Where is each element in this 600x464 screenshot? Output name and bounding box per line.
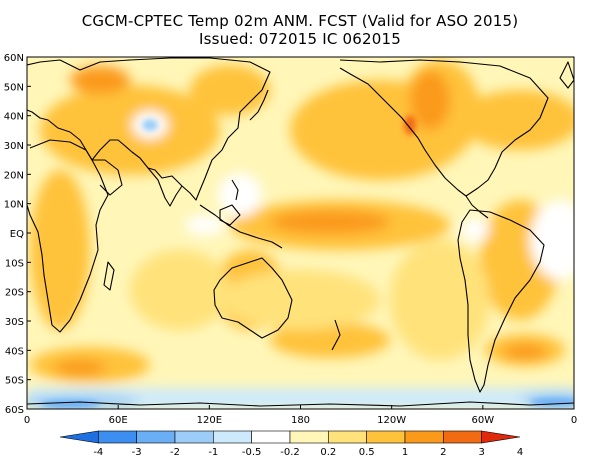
issued-subtitle: Issued: 072015 IC 062015 [199,30,401,48]
africa-outline [27,139,109,333]
lat-label: EQ [10,229,24,240]
colorbar-label: 3 [478,447,484,458]
coastlines [27,57,574,407]
colorbar-label: -0.5 [242,447,262,458]
colorbar-label: -2 [170,447,180,458]
colorbar-label: -4 [93,447,103,458]
longitude-axis: 0 60E 120E 180 120W 60W 0 [24,405,577,426]
colorbar-segment [404,430,444,444]
colorbar-segment [251,430,291,444]
colorbar-segment [136,430,176,444]
colorbar: -4 -3 -2 -1 -0.5 -0.2 0.2 0.5 1 2 3 4 [59,430,523,458]
lon-label: 60W [472,415,495,426]
map-title: CGCM-CPTEC Temp 02m ANM. FCST (Valid for… [81,12,519,30]
india-outline [147,167,183,207]
new-zealand-outline [331,319,341,351]
colorbar-arrow-right [481,430,521,444]
colorbar-segment [174,430,214,444]
colorbar-arrow-left [59,430,99,444]
lat-label: 10N [4,200,24,211]
north-america-outline [339,59,549,197]
borneo-outline [219,204,241,226]
lat-label: 60S [5,405,24,416]
lat-label: 50S [5,376,24,387]
colorbar-segment [366,430,406,444]
lon-label: 120E [197,415,222,426]
lat-label: 30N [4,141,24,152]
madagascar-outline [103,261,115,291]
australia-outline [213,257,293,339]
colorbar-label: -1 [208,447,218,458]
colorbar-label: 4 [517,447,523,458]
central-america-outline [465,195,489,219]
greenland-outline [559,61,574,89]
lon-label: 120W [377,415,406,426]
lat-label: 20S [5,288,24,299]
colorbar-label: 2 [440,447,446,458]
indonesia-outline [199,204,283,249]
lat-label: 20N [4,170,24,181]
colorbar-segment [443,430,482,444]
arabia-outline [92,159,123,196]
philippines-outline [231,179,239,201]
lon-label: 60E [109,415,128,426]
colorbar-segment [289,430,329,444]
anomaly-field [27,57,574,409]
lon-label: 0 [571,415,577,426]
colorbar-segment [328,430,367,444]
latitude-axis: 60N 50N 40N 30N 20N 10N EQ 10S 20S 30S 40S 50S 60S [4,53,31,416]
lat-label: 10S [5,258,24,269]
lat-label: 60N [4,53,24,64]
colorbar-label: -0.2 [280,447,300,458]
south-america-outline [457,209,545,393]
japan-outline [249,89,269,121]
colorbar-label: 0.5 [359,447,375,458]
lat-label: 30S [5,317,24,328]
colorbar-label: 1 [402,447,408,458]
lon-label: 0 [24,415,30,426]
colorbar-label: -3 [132,447,142,458]
lat-label: 40S [5,346,24,357]
colorbar-segment [98,430,137,444]
eurasia-outline [27,57,271,201]
lat-label: 40N [4,112,24,123]
lon-label: 180 [291,415,310,426]
colorbar-segment [213,430,252,444]
lat-label: 50N [4,82,24,93]
antarctica-outline [27,401,574,407]
colorbar-label: 0.2 [320,447,336,458]
